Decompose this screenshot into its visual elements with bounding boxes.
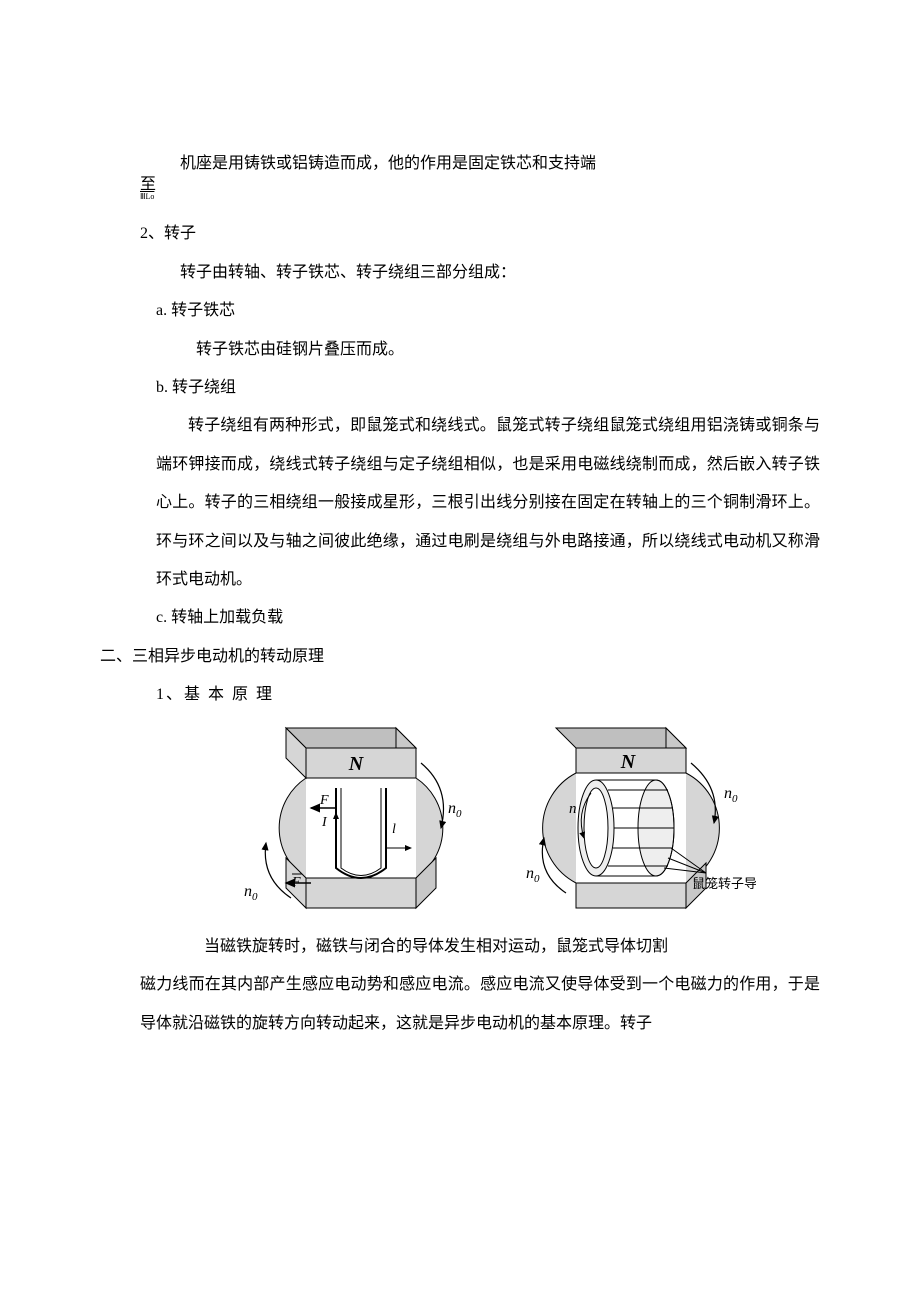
principle-paragraph: 当磁铁旋转时，磁铁与闭合的导体发生相对运动，鼠笼式导体切割 磁力线而在其内部产生… bbox=[100, 928, 820, 1043]
label-N-right: N bbox=[620, 751, 637, 773]
heading-c: c. 转轴上加载负载 bbox=[100, 599, 820, 637]
motor-principle-diagram: N F I l F n0 n0 N bbox=[196, 708, 756, 918]
label-N-left: N bbox=[348, 753, 365, 775]
heading-section-2: 二、三相异步电动机的转动原理 bbox=[100, 638, 820, 676]
heading-rotor: 2、转子 bbox=[100, 215, 820, 253]
principle-rest: 磁力线而在其内部产生感应电动势和感应电流。感应电流又使导体受到一个电磁力的作用，… bbox=[140, 966, 820, 1043]
right-subfigure: N n n0 n0 鼠笼转子导条 bbox=[526, 728, 756, 908]
principle-figure: N F I l F n0 n0 N bbox=[100, 708, 820, 933]
label-F1: F bbox=[319, 793, 329, 808]
label-I: I bbox=[321, 815, 328, 830]
label-n: n bbox=[569, 801, 577, 817]
heading-b: b. 转子绕组 bbox=[100, 369, 820, 407]
fraction-bottom: ⅢLo bbox=[140, 193, 820, 201]
heading-a: a. 转子铁芯 bbox=[100, 292, 820, 330]
label-n0-right2: n0 bbox=[724, 785, 738, 805]
rotor-intro: 转子由转轴、转子铁芯、转子绕组三部分组成： bbox=[100, 254, 820, 292]
label-l: l bbox=[392, 822, 396, 837]
paragraph-b: 转子绕组有两种形式，即鼠笼式和绕线式。鼠笼式转子绕组鼠笼式绕组用铝浇铸或铜条与端… bbox=[100, 407, 820, 599]
paragraph-b-text: 转子绕组有两种形式，即鼠笼式和绕线式。鼠笼式转子绕组鼠笼式绕组用铝浇铸或铜条与端… bbox=[156, 407, 820, 599]
paragraph-a: 转子铁芯由硅钢片叠压而成。 bbox=[100, 331, 820, 369]
label-n0-left2: n0 bbox=[526, 865, 540, 885]
label-n0-left: n0 bbox=[244, 883, 258, 903]
left-subfigure: N F I l F n0 n0 bbox=[244, 728, 462, 908]
label-n0-right: n0 bbox=[448, 800, 462, 820]
label-F2: F bbox=[291, 875, 301, 890]
label-cage-bars: 鼠笼转子导条 bbox=[692, 876, 756, 891]
